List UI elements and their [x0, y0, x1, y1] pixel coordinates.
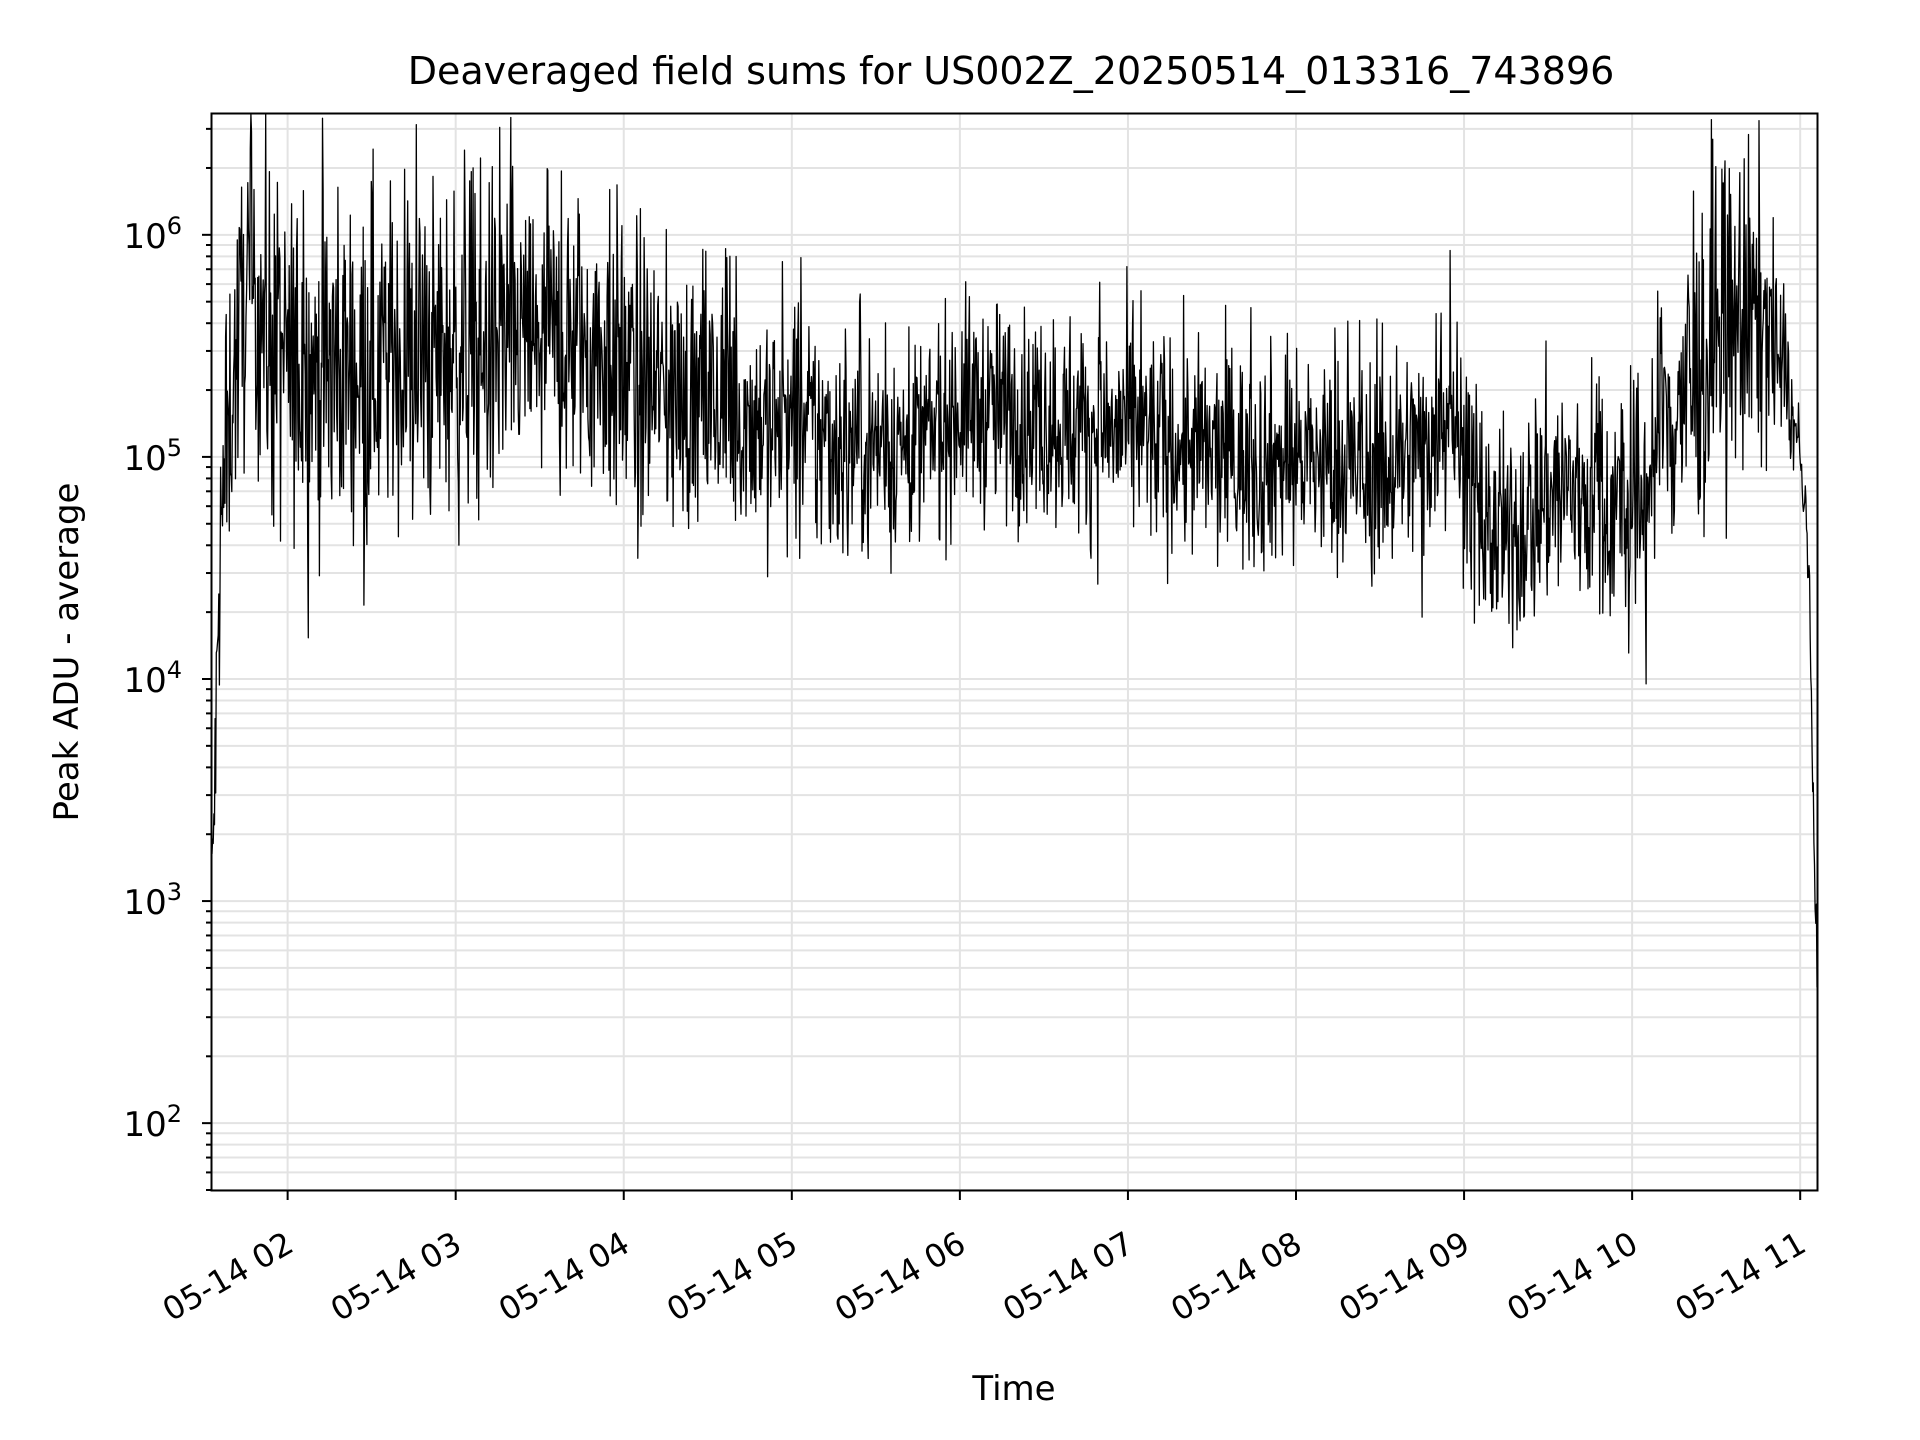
- y-tick-label: 102: [123, 1100, 182, 1145]
- y-tick-label: 104: [123, 656, 182, 701]
- chart-title: Deaveraged field sums for US002Z_2025051…: [408, 49, 1615, 93]
- series-layer: [211, 113, 1818, 988]
- y-axis-label: Peak ADU - average: [47, 483, 87, 822]
- x-axis-label: Time: [971, 1369, 1055, 1409]
- series-line: [211, 113, 1818, 988]
- y-tick-label: 106: [123, 212, 182, 257]
- y-tick-label: 105: [123, 434, 182, 479]
- y-axis: 102 103 104 105 106: [123, 127, 212, 1191]
- grid: [212, 114, 1817, 1191]
- plot-frame: [210, 112, 1819, 1192]
- y-tick-label: 103: [123, 878, 182, 923]
